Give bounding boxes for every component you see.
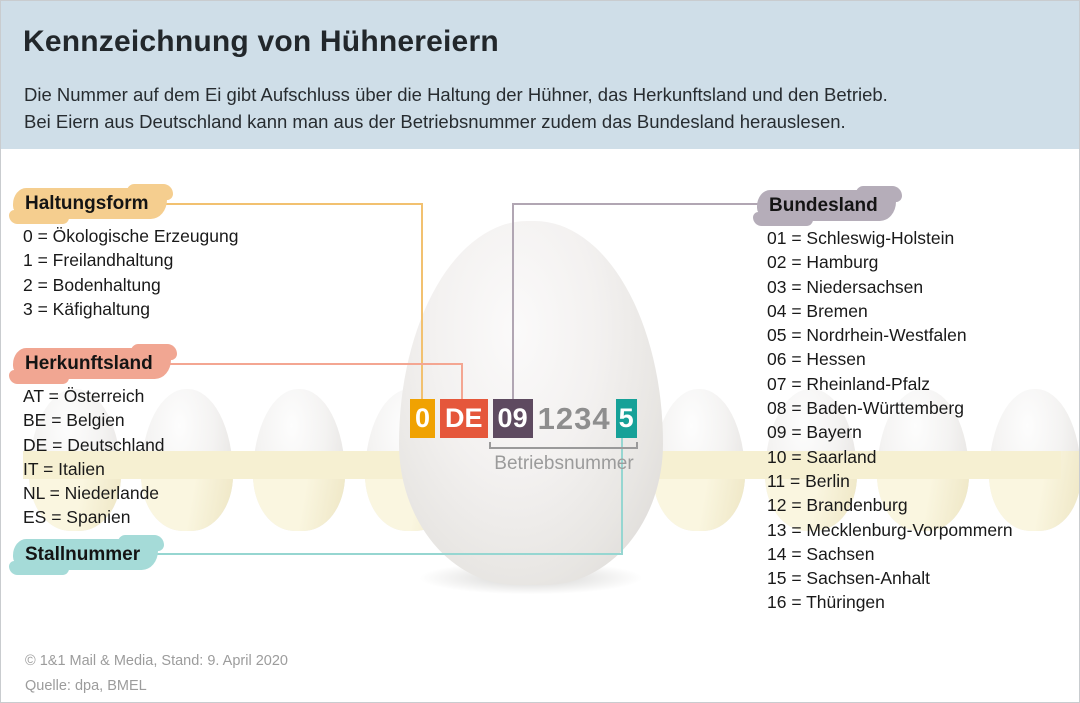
list-item: 02 = Hamburg xyxy=(767,252,879,273)
bundesland-list: 01 = Schleswig-Holstein 02 = Hamburg 03 … xyxy=(767,226,1013,615)
list-item: DE = Deutschland xyxy=(23,434,165,455)
section-stallnummer: Stallnummer xyxy=(8,535,165,575)
list-item: 0 = Ökologische Erzeugung xyxy=(23,226,239,246)
list-item: 3 = Käfighaltung xyxy=(23,298,150,319)
haltungsform-digit-box: 0 xyxy=(410,399,436,438)
footer-credits: © 1&1 Mail & Media, Stand: 9. April 2020… xyxy=(25,649,288,699)
herkunftsland-heading: Herkunftsland xyxy=(9,344,177,384)
haltungsform-list: 0 = Ökologische Erzeugung 1 = Freilandha… xyxy=(23,224,239,321)
bundesland-connector-line xyxy=(512,203,514,399)
stallnummer-heading: Stallnummer xyxy=(8,535,165,575)
section-bundesland: Bundesland 01 = Schleswig-Holstein 02 = … xyxy=(753,186,1013,615)
herkunftsland-connector-line xyxy=(167,363,463,365)
list-item: 16 = Thüringen xyxy=(767,592,885,613)
source-line: Quelle: dpa, BMEL xyxy=(25,678,147,694)
list-item: 06 = Hessen xyxy=(767,349,866,370)
list-item: BE = Belgien xyxy=(23,410,125,431)
stallnummer-connector-line xyxy=(621,436,623,555)
header-band: Kennzeichnung von Hühnereiern Die Nummer… xyxy=(1,1,1079,149)
list-item: 2 = Bodenhaltung xyxy=(23,274,161,295)
section-herkunftsland: Herkunftsland AT = Österreich BE = Belgi… xyxy=(9,344,177,530)
bundesland-connector-line xyxy=(512,203,758,205)
list-item: 03 = Niedersachsen xyxy=(767,276,924,297)
list-item: ES = Spanien xyxy=(23,507,131,528)
haltungsform-heading: Haltungsform xyxy=(9,184,172,224)
stallnummer-connector-line xyxy=(151,553,623,555)
list-item: 1 = Freilandhaltung xyxy=(23,250,174,271)
herkunftsland-list: AT = Österreich BE = Belgien DE = Deutsc… xyxy=(23,384,165,530)
list-item: 11 = Berlin xyxy=(767,470,850,491)
list-item: 13 = Mecklenburg-Vorpommern xyxy=(767,519,1013,540)
copyright-line: © 1&1 Mail & Media, Stand: 9. April 2020 xyxy=(25,653,288,669)
list-item: NL = Niederlande xyxy=(23,483,160,504)
list-item: 12 = Brandenburg xyxy=(767,495,908,516)
haltungsform-connector-line xyxy=(157,203,423,205)
haltungsform-connector-line xyxy=(421,203,423,399)
list-item: IT = Italien xyxy=(23,458,105,479)
list-item: 04 = Bremen xyxy=(767,300,868,321)
subtitle-line-2: Bei Eiern aus Deutschland kann man aus d… xyxy=(24,111,846,132)
list-item: 07 = Rheinland-Pfalz xyxy=(767,373,930,394)
list-item: 10 = Saarland xyxy=(767,446,877,467)
page-title: Kennzeichnung von Hühnereiern xyxy=(23,25,499,58)
egg-code: 0 DE 09 1234 5 xyxy=(410,399,637,438)
list-item: AT = Österreich xyxy=(23,386,145,406)
betriebsnummer-bracket xyxy=(489,442,638,449)
list-item: 01 = Schleswig-Holstein xyxy=(767,228,955,248)
list-item: 05 = Nordrhein-Westfalen xyxy=(767,325,967,346)
section-haltungsform: Haltungsform 0 = Ökologische Erzeugung 1… xyxy=(9,184,239,321)
herkunftsland-code-box: DE xyxy=(440,399,488,438)
list-item: 14 = Sachsen xyxy=(767,543,875,564)
herkunftsland-connector-line xyxy=(461,363,463,399)
list-item: 08 = Baden-Württemberg xyxy=(767,398,964,419)
betriebsnummer-digits: 1234 xyxy=(537,400,611,436)
betriebsnummer-label: Betriebsnummer xyxy=(494,453,634,474)
stallnummer-digit-box: 5 xyxy=(615,399,637,438)
list-item: 15 = Sachsen-Anhalt xyxy=(767,568,930,589)
bundesland-code-box: 09 xyxy=(492,399,533,438)
bundesland-heading: Bundesland xyxy=(753,186,902,226)
subtitle-line-1: Die Nummer auf dem Ei gibt Aufschluss üb… xyxy=(24,84,888,105)
list-item: 09 = Bayern xyxy=(767,422,862,443)
page-subtitle: Die Nummer auf dem Ei gibt Aufschluss üb… xyxy=(24,81,888,135)
